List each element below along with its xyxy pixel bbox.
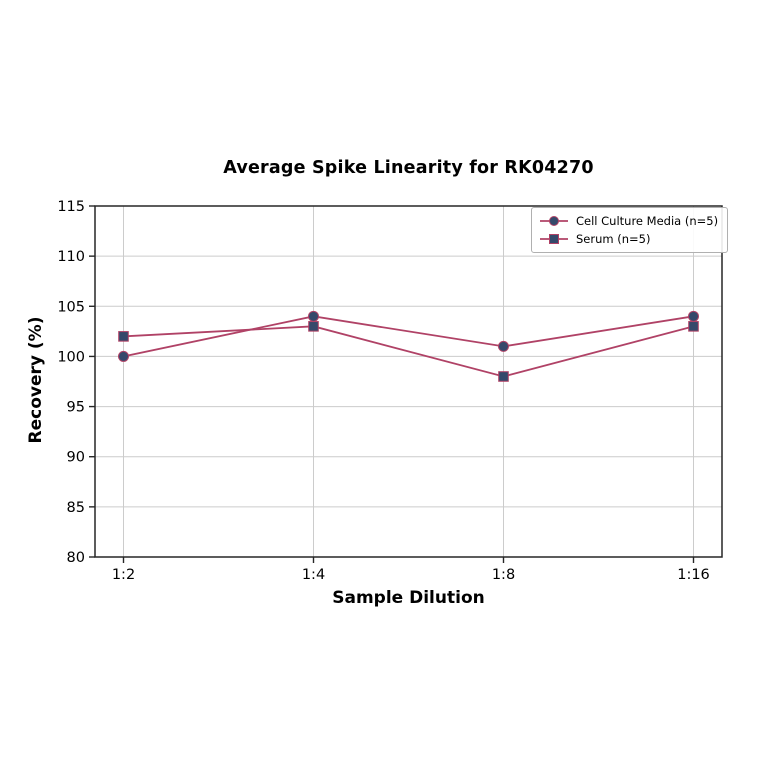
- x-tick-label-1:4: 1:4: [302, 567, 325, 583]
- legend-circle-marker-swatch: [540, 216, 568, 226]
- legend-label-cell-culture-media: Cell Culture Media (n=5): [576, 214, 719, 228]
- x-tick-label-1:8: 1:8: [492, 567, 515, 583]
- y-tick-label-85: 85: [67, 500, 85, 516]
- series-line-1: [123, 325, 694, 378]
- legend-square-marker-swatch: [540, 234, 568, 244]
- y-tick-label-115: 115: [57, 199, 85, 215]
- x-tick-label-1:2: 1:2: [112, 567, 135, 583]
- y-tick-label-100: 100: [57, 349, 85, 365]
- series-line-0: [123, 315, 694, 358]
- x-axis-label: Sample Dilution: [332, 588, 485, 608]
- legend-item-cell-culture-media: Cell Culture Media (n=5): [539, 214, 718, 228]
- axes-spines: [94, 205, 723, 558]
- y-tick-label-110: 110: [57, 249, 85, 265]
- legend: Cell Culture Media (n=5) Serum (n=5): [531, 207, 729, 253]
- marker-square-s1-p2: [498, 371, 509, 382]
- marker-circle-s0-p0: [118, 350, 129, 362]
- y-tick-label-105: 105: [57, 299, 85, 315]
- y-tick-label-90: 90: [67, 450, 85, 466]
- legend-label-serum: Serum (n=5): [576, 232, 651, 246]
- marker-circle-s0-p3: [688, 310, 699, 322]
- marker-square-s1-p3: [688, 321, 699, 332]
- marker-square-s1-p0: [118, 331, 129, 342]
- x-tick-label-1:16: 1:16: [677, 567, 710, 583]
- marker-circle-s0-p2: [498, 340, 509, 352]
- y-tick-label-80: 80: [67, 550, 85, 566]
- legend-item-serum: Serum (n=5): [539, 232, 718, 246]
- chart-title: Average Spike Linearity for RK04270: [223, 158, 594, 178]
- y-tick-label-95: 95: [67, 400, 85, 416]
- marker-circle-s0-p1: [308, 310, 319, 322]
- marker-square-s1-p1: [308, 321, 319, 332]
